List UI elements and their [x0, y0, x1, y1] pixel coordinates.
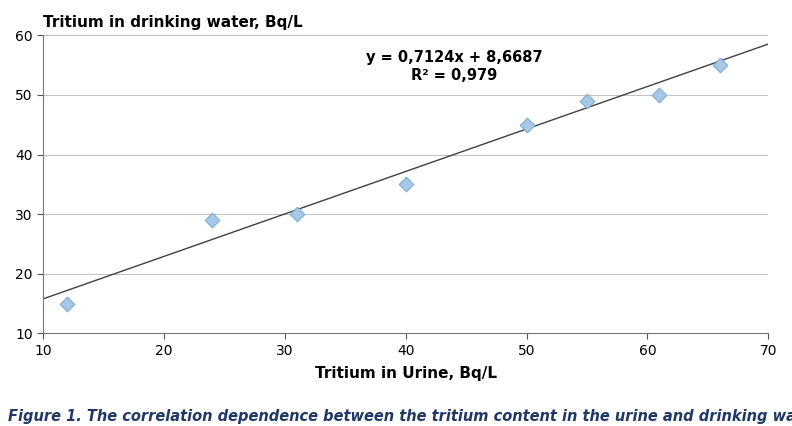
Point: [653, 92, 666, 98]
Point: [206, 217, 219, 224]
Text: Tritium in drinking water, Bq/L: Tritium in drinking water, Bq/L: [43, 15, 303, 30]
Text: Figure 1. The correlation dependence between the tritium content in the urine an: Figure 1. The correlation dependence bet…: [8, 409, 792, 424]
Point: [714, 62, 726, 69]
Text: y = 0,7124x + 8,6687
R² = 0,979: y = 0,7124x + 8,6687 R² = 0,979: [366, 50, 543, 83]
Point: [291, 211, 303, 218]
Point: [61, 300, 74, 307]
Point: [399, 181, 412, 188]
Point: [520, 121, 533, 128]
X-axis label: Tritium in Urine, Bq/L: Tritium in Urine, Bq/L: [314, 366, 497, 381]
Point: [581, 98, 593, 104]
